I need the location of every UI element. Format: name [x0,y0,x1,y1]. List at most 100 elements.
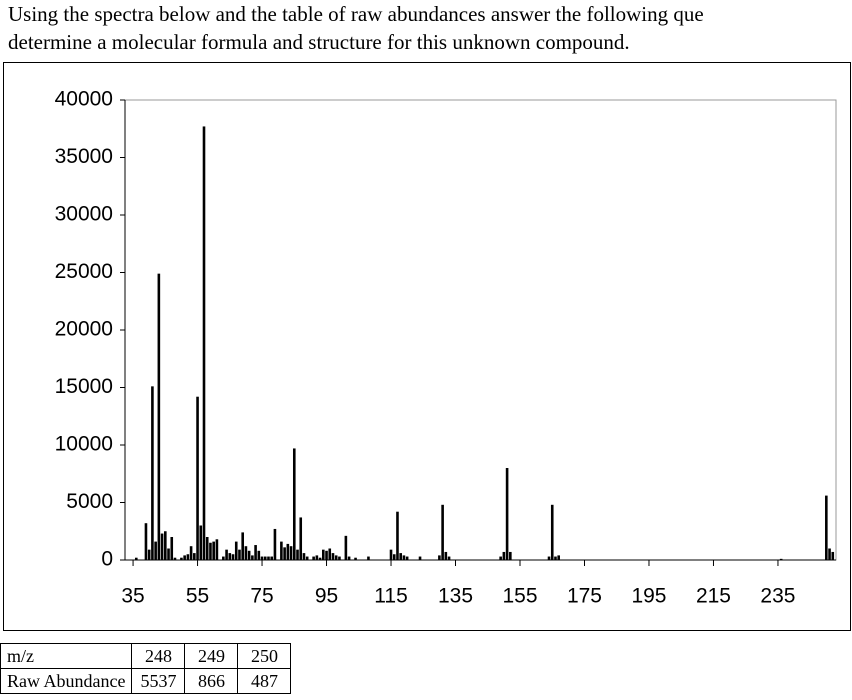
bar [280,541,283,560]
bar [270,556,274,560]
x-tick-label: 95 [315,585,338,608]
bar [234,541,238,560]
y-tick-label: 0 [101,548,113,571]
x-tick-label: 115 [374,585,407,608]
cell: 5537 [131,668,186,694]
bar [338,556,341,560]
x-tick-label: 55 [186,585,209,608]
cell: 866 [184,668,239,694]
x-tick-label: 175 [567,585,602,608]
bar [779,558,783,560]
bar [502,551,506,560]
y-tick-label: 40000 [55,88,113,111]
x-tick-label: 35 [121,585,144,608]
chart-frame [3,62,851,631]
bar [167,548,170,560]
y-tick-label: 25000 [55,260,113,283]
bar [186,554,190,560]
bar [312,556,315,560]
bar [154,541,157,560]
bar [344,535,348,560]
bar [334,555,338,560]
y-tick-label: 5000 [66,490,113,513]
plot-area [124,99,837,561]
bar [328,548,332,560]
bar [405,556,409,560]
bar [212,541,215,560]
bar [299,517,303,560]
chart: 0 5000 10000 15000 20000 25000 30000 35000 40000… [3,62,851,631]
bar [225,549,228,560]
bar [189,546,193,560]
cell: Raw Abundance [0,668,133,694]
y-tick-label: 10000 [55,433,113,456]
bar [257,550,261,560]
x-tick-label: 215 [696,585,731,608]
bar [260,556,264,560]
bar [289,546,293,560]
bar [222,556,225,560]
bar [263,556,267,560]
bar [444,551,448,560]
bar [241,532,244,560]
cell: m/z [0,643,133,669]
bar [554,556,557,560]
bar [441,504,444,560]
bar [286,543,290,560]
bar [170,537,174,560]
bar [228,553,232,560]
bar [144,523,148,560]
x-tick-label: 235 [760,585,795,608]
cell: 250 [237,643,292,669]
bar [325,550,328,560]
bar [160,533,164,560]
bar [292,448,296,560]
x-tick-label: 75 [250,585,273,608]
bar [251,555,254,560]
bar [505,468,509,560]
bar [831,551,835,560]
bar [244,546,248,560]
bar [402,555,406,560]
bar [215,539,219,560]
bar [247,550,251,560]
abundance-table: m/z 248 249 250 Raw Abundance 5537 866 4… [0,643,292,694]
prompt-line: Using the spectra below and the table of… [8,2,704,26]
bar [164,531,167,560]
cell: 249 [184,643,239,669]
bar [151,386,154,560]
bar [399,553,402,560]
bar [396,511,399,560]
y-tick-label: 20000 [55,318,113,341]
bar [273,528,277,560]
bar [196,396,199,560]
bar [418,556,422,560]
bar [238,549,241,560]
prompt-line: determine a molecular formula and struct… [8,30,630,54]
bar [547,556,551,560]
bar [209,542,212,560]
y-tick-label: 35000 [55,145,113,168]
cell: 248 [131,643,186,669]
bar [283,547,286,560]
bar [267,556,270,560]
table-row: Raw Abundance 5537 866 487 [0,668,292,694]
bar [367,556,370,560]
bar [347,556,351,560]
x-tick-label: 195 [631,585,666,608]
bar [438,555,441,560]
bar [828,548,831,560]
bar [499,556,502,560]
bar [254,545,257,560]
y-tick-label: 30000 [55,203,113,226]
bar [825,495,828,560]
bar [147,549,151,560]
bar [331,553,335,560]
bar [199,525,203,560]
bar [296,549,299,560]
bar [157,273,161,560]
cell: 487 [237,668,292,694]
bar [173,557,177,560]
bar [550,504,554,560]
